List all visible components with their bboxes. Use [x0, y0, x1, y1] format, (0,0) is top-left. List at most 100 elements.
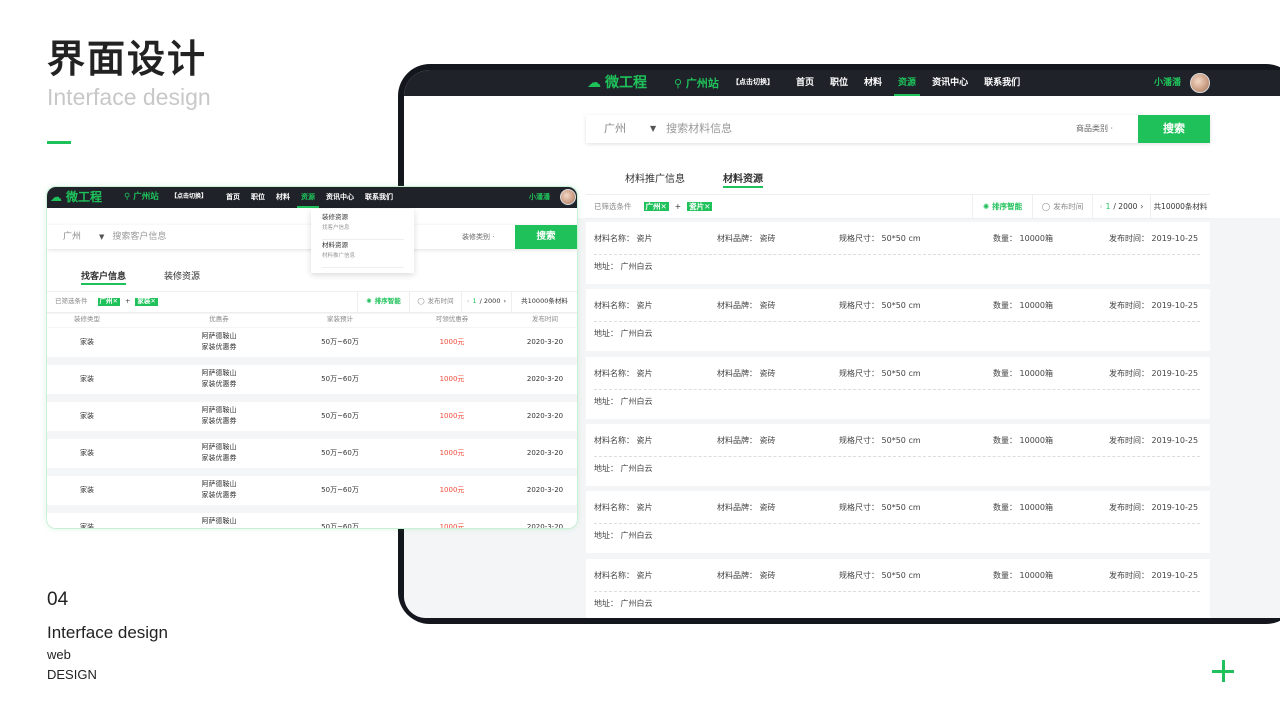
nav-item[interactable]: 材料 [864, 78, 883, 88]
location-pin-icon: ⚲ [124, 192, 131, 202]
search-input[interactable]: 搜索材料信息 [666, 122, 733, 136]
nav-item[interactable]: 资讯中心 [326, 193, 354, 201]
next-page-icon[interactable]: › [1140, 202, 1144, 211]
nav-item[interactable]: 联系我们 [365, 193, 393, 201]
cell-type: 家装 [80, 412, 94, 420]
category-dropdown[interactable]: 装修类别 · [462, 232, 495, 241]
logo-text: 微工程 [605, 75, 647, 91]
cell-coupon2: 家装优惠券 [201, 343, 237, 351]
cell-coupon1: 阿萨德鞍山 [201, 443, 237, 451]
category-dropdown[interactable]: 商品类别 · [1076, 124, 1114, 134]
page-current: 1 [1105, 202, 1111, 211]
username[interactable]: 小潘潘 [1154, 78, 1182, 88]
card-date: 发布时间： 2019-10-25 [1109, 234, 1199, 243]
material-card[interactable]: 材料名称： 瓷片 材料品牌： 瓷砖 规格尺寸： 50*50 cm 数量： 10000箱… [586, 356, 1210, 419]
logo[interactable]: ☁ 微工程 [587, 75, 647, 92]
nav-item[interactable]: 资源 [894, 78, 921, 96]
customer-page: ☁ 微工程 ⚲ 广州站 【点击切换】 首页 职位 材料 资源 资讯中心 联系我们 小潘潘 广… [46, 186, 578, 529]
city-dropdown[interactable]: 广州 [63, 231, 82, 242]
card-size: 规格尺寸： 50*50 cm [839, 570, 921, 580]
column-header: 家装预计 [327, 315, 353, 323]
card-fields: 材料名称： 瓷片 材料品牌： 瓷砖 规格尺寸： 50*50 cm 数量： 10000箱… [594, 503, 1200, 515]
search-bar: 广州 ▼ 搜索材料信息 商品类别 · 搜索 [586, 115, 1210, 143]
cell-amount: 1000元 [439, 523, 465, 529]
search-input[interactable]: 搜索客户信息 [112, 231, 167, 242]
plus-sign: + [674, 202, 682, 211]
dropdown-item-title: 装修资源 [322, 213, 348, 221]
filter-chip[interactable]: 瓷片✕ [687, 202, 713, 211]
sort-label: 排序智能 [992, 202, 1023, 211]
cell-type: 家装 [80, 449, 94, 457]
cell-budget: 50万~60万 [321, 486, 359, 494]
table-row[interactable]: 家装 阿萨德鞍山家装优惠券 50万~60万 1000元 2020-3-20 [47, 439, 577, 468]
table-row[interactable]: 家装 阿萨德鞍山家装优惠券 50万~60万 1000元 2020-3-20 [47, 402, 577, 431]
caret-down-icon[interactable]: ▼ [99, 232, 105, 241]
material-card[interactable]: 材料名称： 瓷片 材料品牌： 瓷砖 规格尺寸： 50*50 cm 数量： 10000箱… [586, 558, 1210, 618]
avatar[interactable] [1190, 73, 1210, 93]
switch-city-link[interactable]: 【点击切换】 [171, 193, 208, 200]
cell-date: 2020-3-20 [526, 449, 564, 457]
material-card[interactable]: 材料名称： 瓷片 材料品牌： 瓷砖 规格尺寸： 50*50 cm 数量： 10000箱… [586, 289, 1210, 352]
card-brand: 材料品牌： 瓷砖 [717, 368, 776, 378]
cell-coupon1: 阿萨德鞍山 [201, 480, 237, 488]
sort-time-button[interactable]: ◯ 发布时间 [409, 292, 461, 312]
nav-item[interactable]: 资源 [297, 193, 319, 210]
table-row[interactable]: 家装 阿萨德鞍山家装优惠券 50万~60万 1000元 2020-3-20 [47, 365, 577, 394]
location-pin-icon: ⚲ [674, 77, 683, 90]
prev-page-icon[interactable]: ‹ [1099, 202, 1103, 211]
sort-smart-button[interactable]: ✺ 排序智能 [972, 195, 1032, 218]
divider [594, 388, 1200, 390]
tab-resources[interactable]: 材料资源 [723, 174, 763, 188]
cell-date: 2020-3-20 [526, 486, 564, 494]
cell-budget: 50万~60万 [321, 412, 359, 420]
nav-item[interactable]: 职位 [251, 193, 265, 201]
card-brand: 材料品牌： 瓷砖 [717, 435, 776, 445]
nav-item[interactable]: 首页 [796, 78, 815, 88]
table-row[interactable]: 家装 阿萨德鞍山家装优惠券 50万~60万 1000元 2020-3-20 [47, 328, 577, 357]
nav-item[interactable]: 联系我们 [984, 78, 1021, 88]
search-button[interactable]: 搜索 [1138, 115, 1210, 143]
nav-item[interactable]: 材料 [276, 193, 290, 201]
filter-chip[interactable]: 家装✕ [135, 297, 158, 306]
slide-title: 界面设计 [47, 37, 208, 81]
nav-item[interactable]: 职位 [830, 78, 849, 88]
search-button[interactable]: 搜索 [515, 225, 577, 249]
tab-find-customers[interactable]: 找客户信息 [81, 272, 127, 285]
prev-page-icon[interactable]: ‹ [466, 297, 470, 306]
logo[interactable]: ☁ 微工程 [50, 190, 102, 204]
switch-city-link[interactable]: 【点击切换】 [732, 78, 774, 86]
table-row[interactable]: 家装 阿萨德鞍山家装优惠券 50万~60万 1000元 2020-3-20 [47, 476, 577, 505]
sort-smart-button[interactable]: ✺ 排序智能 [357, 292, 409, 312]
material-card[interactable]: 材料名称： 瓷片 材料品牌： 瓷砖 规格尺寸： 50*50 cm 数量： 10000箱… [586, 491, 1210, 554]
tab-decoration[interactable]: 装修资源 [164, 272, 201, 282]
cell-amount: 1000元 [439, 338, 465, 346]
category-label: 商品类别 [1076, 124, 1108, 134]
dropdown-item[interactable]: 装修资源 找客户信息 [322, 213, 404, 240]
foot-web: web [47, 647, 71, 662]
next-page-icon[interactable]: › [503, 297, 507, 306]
nav-item[interactable]: 资讯中心 [932, 78, 969, 88]
filter-chip[interactable]: 广州✕ [97, 297, 120, 306]
card-date: 发布时间： 2019-10-25 [1109, 570, 1199, 580]
city-selector[interactable]: ⚲ 广州站 [124, 192, 159, 202]
cloud-icon: ☁ [50, 190, 62, 204]
caret-down-icon[interactable]: ▼ [650, 124, 657, 134]
city-selector[interactable]: ⚲ 广州站 [674, 77, 719, 90]
avatar[interactable] [560, 189, 576, 205]
tab-promo[interactable]: 材料推广信息 [625, 174, 685, 185]
material-card[interactable]: 材料名称： 瓷片 材料品牌： 瓷砖 规格尺寸： 50*50 cm 数量： 10000箱… [586, 423, 1210, 486]
table-header: 装修类型 优惠券 家装预计 可领优惠券 发布时间 [47, 314, 577, 327]
filter-bar: 已筛选条件 广州✕ + 家装✕ ✺ 排序智能 ◯ 发布时间 ‹ 1/ 2000 › 共1… [47, 291, 577, 313]
dropdown-item[interactable]: 材料资源 材料推广信息 [322, 241, 404, 268]
filter-chip[interactable]: 广州✕ [643, 202, 669, 211]
dropdown-item-title: 材料资源 [322, 241, 348, 249]
username[interactable]: 小潘潘 [529, 193, 550, 201]
column-header: 优惠券 [209, 315, 229, 323]
sort-time-button[interactable]: ◯ 发布时间 [1032, 195, 1092, 218]
cell-coupon2: 家装优惠券 [201, 454, 237, 462]
material-card[interactable]: 材料名称： 瓷片 材料品牌： 瓷砖 规格尺寸： 50*50 cm 数量： 10000箱… [586, 222, 1210, 284]
nav-item[interactable]: 首页 [226, 193, 240, 201]
city-dropdown[interactable]: 广州 [604, 122, 626, 136]
card-name: 材料名称： 瓷片 [594, 368, 653, 378]
